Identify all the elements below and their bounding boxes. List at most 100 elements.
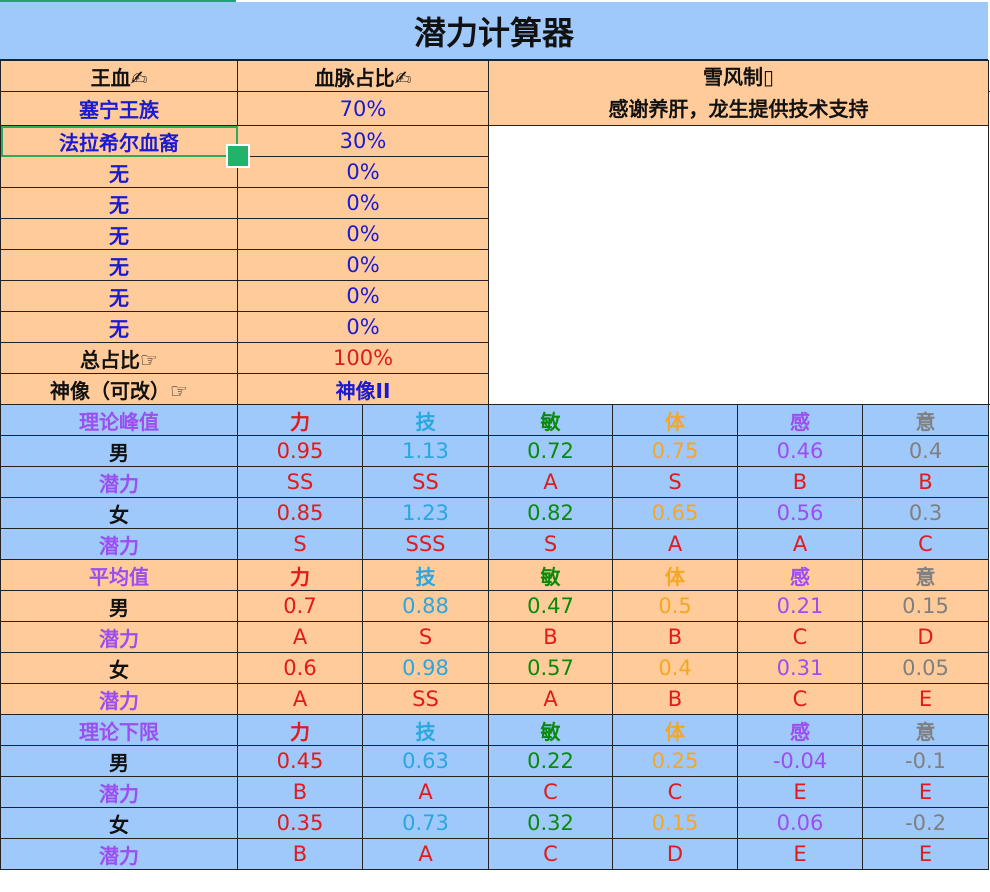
value-cell[interactable]: 0.22 xyxy=(488,745,614,777)
value-cell[interactable]: 1.23 xyxy=(361,497,490,529)
bloodline-pct-cell[interactable]: 70% xyxy=(236,91,490,126)
bloodline-name-cell[interactable]: 无 xyxy=(0,249,238,281)
bloodline-pct-cell[interactable]: 0% xyxy=(236,280,490,312)
grade-cell[interactable]: A xyxy=(361,776,490,808)
bloodline-pct-cell[interactable]: 30% xyxy=(236,125,490,157)
grade-cell[interactable]: SSS xyxy=(361,528,490,560)
grade-cell[interactable]: E xyxy=(862,838,990,870)
bloodline-pct-cell[interactable]: 0% xyxy=(236,249,490,281)
credits-cell[interactable]: 雪风制▯ 感谢养肝，龙生提供技术支持 xyxy=(488,60,990,126)
bloodline-name-cell[interactable]: 无 xyxy=(0,311,238,343)
bloodline-name-cell[interactable]: 塞宁王族 xyxy=(0,91,238,126)
grade-cell[interactable]: C xyxy=(737,683,864,715)
value-cell[interactable]: -0.04 xyxy=(737,745,864,777)
value-cell[interactable]: 0.5 xyxy=(612,590,739,622)
grade-cell[interactable]: A xyxy=(361,838,490,870)
grade-cell[interactable]: A xyxy=(237,621,363,653)
grade-cell[interactable]: B xyxy=(612,683,739,715)
value-cell[interactable]: 0.4 xyxy=(612,652,739,684)
value-cell[interactable]: 0.35 xyxy=(237,807,363,839)
value-cell[interactable]: -0.1 xyxy=(862,745,990,777)
value-cell[interactable]: 0.57 xyxy=(488,652,614,684)
value-cell[interactable]: 0.3 xyxy=(862,497,990,529)
value-cell[interactable]: 0.95 xyxy=(237,435,363,467)
grade-cell[interactable]: C xyxy=(488,838,614,870)
grade-cell[interactable]: B xyxy=(612,621,739,653)
value-cell[interactable]: 0.73 xyxy=(361,807,490,839)
value-cell[interactable]: 0.6 xyxy=(237,652,363,684)
grade-cell[interactable]: C xyxy=(488,776,614,808)
value-cell[interactable]: 0.72 xyxy=(488,435,614,467)
grade-cell[interactable]: B xyxy=(237,776,363,808)
grade-cell[interactable]: C xyxy=(862,528,990,560)
grade-cell[interactable]: E xyxy=(737,776,864,808)
bloodline-row: 法拉希尔血裔 30% xyxy=(0,125,989,157)
grade-cell[interactable]: B xyxy=(237,838,363,870)
value-cell[interactable]: 0.7 xyxy=(237,590,363,622)
row-label: 潜力 xyxy=(0,683,238,715)
bloodline-pct-cell[interactable]: 0% xyxy=(236,187,490,219)
grade-cell[interactable]: B xyxy=(862,466,990,498)
bloodline-pct-cell[interactable]: 0% xyxy=(236,311,490,343)
header-royal-blood[interactable]: 王血✍ xyxy=(0,60,238,92)
grade-cell[interactable]: E xyxy=(862,776,990,808)
grade-cell[interactable]: SS xyxy=(361,683,490,715)
value-cell[interactable]: 0.85 xyxy=(237,497,363,529)
grade-cell[interactable]: C xyxy=(737,621,864,653)
value-cell[interactable]: 0.15 xyxy=(612,807,739,839)
value-cell[interactable]: 0.47 xyxy=(488,590,614,622)
value-cell[interactable]: 0.45 xyxy=(237,745,363,777)
value-cell[interactable]: 0.06 xyxy=(737,807,864,839)
stat-header-4: 感 xyxy=(737,404,864,436)
grade-cell[interactable]: B xyxy=(488,621,614,653)
total-ratio-value[interactable]: 100% xyxy=(236,342,490,374)
statue-value[interactable]: 神像II xyxy=(236,373,490,405)
grade-cell[interactable]: S xyxy=(237,528,363,560)
grade-cell[interactable]: A xyxy=(237,683,363,715)
bloodline-name-cell[interactable]: 无 xyxy=(0,218,238,250)
bloodline-pct-cell[interactable]: 0% xyxy=(236,156,490,188)
bloodline-name-cell[interactable]: 无 xyxy=(0,280,238,312)
value-cell[interactable]: 0.4 xyxy=(862,435,990,467)
value-cell[interactable]: 0.98 xyxy=(361,652,490,684)
value-cell[interactable]: -0.2 xyxy=(862,807,990,839)
section-header-row: 理论峰值力技敏体感意 xyxy=(0,404,990,436)
value-cell[interactable]: 0.65 xyxy=(612,497,739,529)
value-cell[interactable]: 0.32 xyxy=(488,807,614,839)
bloodline-pct-cell[interactable]: 0% xyxy=(236,218,490,250)
grade-cell[interactable]: D xyxy=(862,621,990,653)
fill-handle[interactable] xyxy=(226,144,250,168)
value-cell[interactable]: 1.13 xyxy=(361,435,490,467)
grade-cell[interactable]: A xyxy=(612,528,739,560)
grade-cell[interactable]: A xyxy=(488,683,614,715)
bloodline-name-cell[interactable]: 无 xyxy=(0,187,238,219)
grade-cell[interactable]: E xyxy=(737,838,864,870)
grade-cell[interactable]: SS xyxy=(237,466,363,498)
value-cell[interactable]: 0.25 xyxy=(612,745,739,777)
value-cell[interactable]: 0.75 xyxy=(612,435,739,467)
grade-cell[interactable]: C xyxy=(612,776,739,808)
value-cell[interactable]: 0.15 xyxy=(862,590,990,622)
grade-cell[interactable]: E xyxy=(862,683,990,715)
section-label: 理论下限 xyxy=(0,714,238,746)
value-cell[interactable]: 0.31 xyxy=(737,652,864,684)
value-cell[interactable]: 0.88 xyxy=(361,590,490,622)
grade-cell[interactable]: D xyxy=(612,838,739,870)
grade-cell[interactable]: S xyxy=(612,466,739,498)
value-cell[interactable]: 0.05 xyxy=(862,652,990,684)
grade-cell[interactable]: A xyxy=(488,466,614,498)
grade-cell[interactable]: SS xyxy=(361,466,490,498)
value-cell[interactable]: 0.82 xyxy=(488,497,614,529)
grade-cell[interactable]: S xyxy=(361,621,490,653)
value-cell[interactable]: 0.46 xyxy=(737,435,864,467)
grade-cell[interactable]: A xyxy=(737,528,864,560)
bloodline-name-cell[interactable]: 法拉希尔血裔 xyxy=(0,125,238,157)
value-cell[interactable]: 0.21 xyxy=(737,590,864,622)
grade-cell[interactable]: B xyxy=(737,466,864,498)
value-cell[interactable]: 0.56 xyxy=(737,497,864,529)
grade-cell[interactable]: S xyxy=(488,528,614,560)
grade-row: 潜力 A SS A B C E xyxy=(0,683,990,715)
value-cell[interactable]: 0.63 xyxy=(361,745,490,777)
header-bloodline-ratio[interactable]: 血脉占比✍ xyxy=(236,60,490,92)
bloodline-name-cell[interactable]: 无 xyxy=(0,156,238,188)
